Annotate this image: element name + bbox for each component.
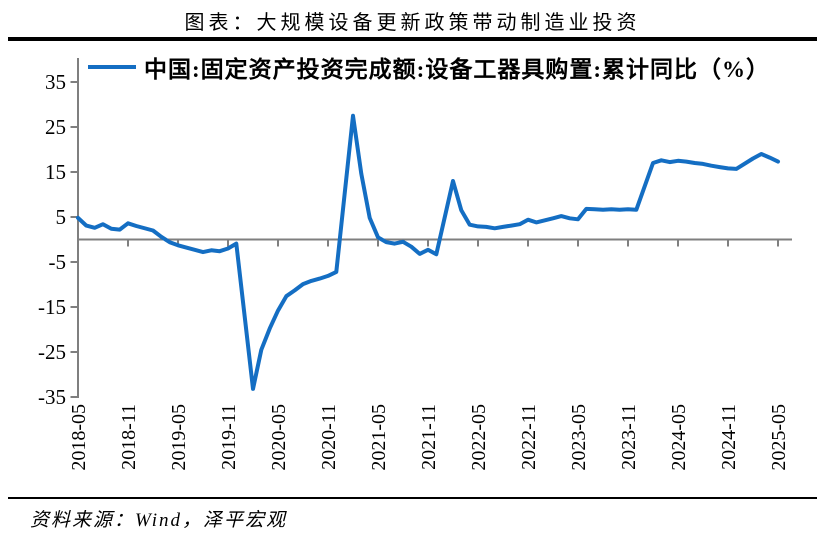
x-axis-label: 2024-11 — [718, 404, 740, 470]
x-axis-label: 2019-05 — [168, 404, 190, 471]
title-divider — [8, 37, 817, 41]
x-axis-label: 2023-11 — [618, 404, 640, 470]
chart-legend: 中国:固定资产投资完成额:设备工器具购置:累计同比（%） — [88, 50, 770, 84]
x-axis-label: 2022-11 — [518, 404, 540, 470]
y-axis-label: 5 — [56, 205, 67, 229]
x-axis-label: 2018-05 — [68, 404, 90, 471]
x-axis-label: 2019-11 — [218, 404, 240, 470]
source-note: 资料来源：Wind，泽平宏观 — [30, 510, 288, 531]
legend-line-marker — [88, 65, 136, 69]
x-axis-label: 2024-05 — [668, 404, 690, 471]
y-axis-label: 35 — [45, 70, 66, 94]
x-axis-label: 2023-05 — [568, 404, 590, 471]
y-axis-label: -35 — [38, 385, 66, 409]
legend-label: 中国:固定资产投资完成额:设备工器具购置:累计同比（%） — [144, 57, 770, 82]
x-axis-label: 2018-11 — [118, 404, 140, 470]
data-series-line — [76, 113, 780, 391]
chart-title: 图表：大规模设备更新政策带动制造业投资 — [184, 12, 641, 34]
x-axis-label: 2021-05 — [368, 404, 390, 471]
x-axis-label: 2025-05 — [768, 404, 790, 471]
y-axis-label: -15 — [38, 295, 66, 319]
y-axis-label: 15 — [45, 160, 66, 184]
x-axis-label: 2021-11 — [418, 404, 440, 470]
y-axis-label: -25 — [38, 340, 66, 364]
x-axis-label: 2020-05 — [268, 404, 290, 471]
x-axis-label: 2022-05 — [468, 404, 490, 471]
y-axis-label: 25 — [45, 115, 66, 139]
x-axis-label: 2020-11 — [318, 404, 340, 470]
y-axis-label: -5 — [49, 250, 67, 274]
footer-divider — [8, 497, 817, 499]
